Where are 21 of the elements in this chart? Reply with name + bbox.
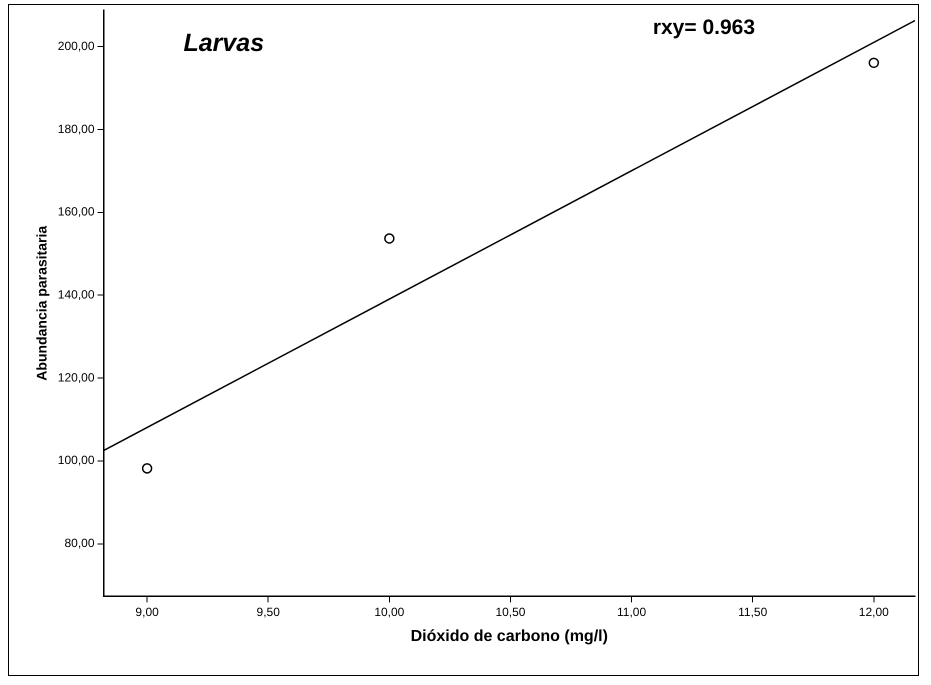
x-tick-label: 9,50 — [256, 604, 280, 619]
y-tick-label: 100,00 — [58, 453, 95, 468]
point — [142, 463, 152, 474]
x-axis-title: Dióxido de carbono (mg/l) — [410, 628, 608, 645]
x-tick-label: 11,50 — [738, 604, 768, 619]
x-tick-label: 9,00 — [135, 604, 160, 619]
annotation: rxy= 0.963 — [652, 16, 755, 39]
point — [384, 233, 395, 244]
text: Larvas — [184, 29, 264, 58]
y-tick-label: 160,00 — [58, 204, 95, 219]
x-tick-label: 10,00 — [374, 604, 405, 619]
y-tick-label: 120,00 — [58, 370, 95, 384]
point — [868, 58, 880, 68]
x-tick-label: 12,00 — [858, 604, 890, 619]
y-tick-label: 80,00 — [64, 536, 95, 550]
y-tick-label: 180,00 — [58, 122, 95, 136]
x-tick-label: 10,50 — [495, 604, 526, 619]
y-tick-label: 200,00 — [58, 38, 95, 53]
x-tick-label: 11,00 — [617, 604, 646, 619]
y-tick-label: 140,00 — [58, 288, 95, 302]
y-axis-title: Abundancia parasitaria — [33, 226, 50, 381]
